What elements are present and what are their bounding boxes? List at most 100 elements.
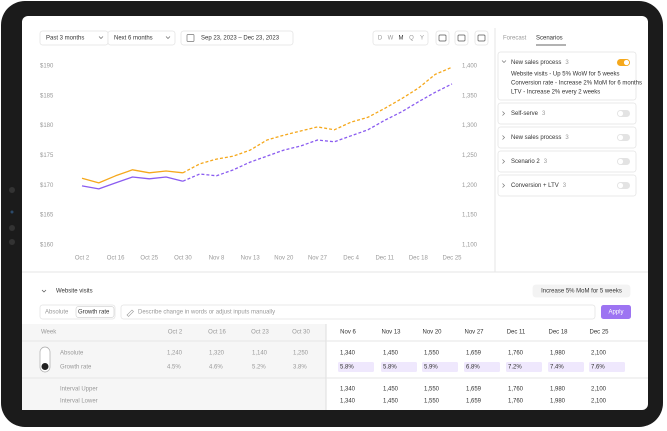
next-dropdown[interactable] — [107, 30, 176, 46]
column-header: Oct 16 — [208, 330, 226, 336]
tab: Forecast — [503, 36, 527, 42]
series-line — [81, 176, 184, 190]
scenario-name: Scenario 2 — [511, 159, 540, 165]
cell: 6.8% — [466, 365, 480, 371]
editable-cell[interactable] — [548, 362, 584, 372]
editable-cell[interactable] — [506, 362, 542, 372]
toggle-knob — [617, 110, 624, 117]
x-tick-label: Nov 8 — [209, 256, 225, 262]
x-tick-label: Dec 18 — [409, 256, 429, 262]
scenario-card[interactable] — [497, 51, 637, 101]
series-line — [182, 66, 453, 174]
cell: 1,659 — [466, 351, 482, 357]
chevron — [502, 159, 505, 164]
scenario-count: 3 — [544, 159, 548, 165]
cell: 1,340 — [340, 399, 356, 405]
granularity-group — [372, 30, 429, 46]
granularity-option: M — [399, 36, 404, 42]
x-tick-label: Dec 11 — [375, 256, 394, 262]
cell: 1,550 — [424, 387, 440, 393]
cell: 1,250 — [293, 351, 309, 357]
editable-cell[interactable] — [589, 362, 625, 372]
change-input[interactable] — [120, 304, 596, 320]
editable-cell[interactable] — [338, 362, 374, 372]
column-header: Nov 13 — [381, 330, 401, 336]
scenario-card[interactable] — [497, 150, 637, 173]
input-placeholder: Describe change in words or adjust input… — [138, 310, 275, 316]
date-range[interactable] — [180, 30, 294, 46]
scenario-detail: Conversion rate - Increase 2% MoM for 6 … — [511, 81, 642, 87]
tab: Scenarios — [536, 36, 563, 42]
chevron — [502, 111, 505, 116]
column-header: Dec 18 — [548, 330, 568, 336]
camera — [9, 187, 15, 193]
scenario-card[interactable] — [497, 102, 637, 125]
column-header: Dec 25 — [589, 330, 609, 336]
cell: 5.8% — [340, 365, 354, 371]
y-tick-label: $160 — [40, 243, 54, 249]
x-tick-label: Oct 30 — [174, 256, 192, 262]
icon-button[interactable] — [435, 30, 450, 46]
granularity-option: W — [388, 36, 394, 42]
mode-active[interactable] — [75, 306, 115, 318]
icon — [457, 34, 466, 42]
cell: 1,760 — [508, 351, 524, 357]
scenario-name: Self-serve — [511, 111, 539, 117]
toggle-knob — [617, 182, 624, 189]
x-tick-label: Oct 16 — [107, 256, 125, 262]
granularity-option: D — [378, 36, 383, 42]
scenario-card[interactable] — [497, 126, 637, 149]
chevron — [502, 183, 505, 188]
badge-label: Increase 5% MoM for 5 weeks — [541, 289, 622, 295]
cell: 7.6% — [591, 365, 605, 371]
apply-label: Apply — [608, 310, 623, 316]
icon-button[interactable] — [454, 30, 469, 46]
row-label: Growth rate — [60, 365, 92, 371]
y-tick-label: $175 — [40, 153, 54, 159]
chevron — [165, 36, 171, 39]
editable-cell[interactable] — [422, 362, 458, 372]
chevron — [41, 289, 47, 293]
row-label: Interval Lower — [60, 399, 98, 405]
x-tick-label: Nov 13 — [241, 256, 261, 262]
cell: 1,659 — [466, 387, 482, 393]
column-header: Dec 11 — [507, 330, 526, 336]
cell: 1,980 — [550, 387, 566, 393]
y2-tick-label: 1,300 — [462, 123, 478, 129]
column-header: Oct 30 — [292, 330, 310, 336]
cell: 1,450 — [383, 387, 399, 393]
scenario-name: Conversion + LTV — [511, 183, 559, 189]
cell: 3.8% — [293, 365, 307, 371]
y2-tick-label: 1,200 — [462, 183, 478, 189]
slider-knob — [41, 363, 49, 370]
cell: 1,980 — [550, 399, 566, 405]
x-tick-label: Dec 25 — [442, 256, 462, 262]
granularity-option: Y — [420, 36, 424, 42]
column-header: Nov 20 — [422, 330, 442, 336]
date-range-label: Sep 23, 2023 – Dec 23, 2023 — [201, 36, 280, 42]
cell: 1,659 — [466, 399, 482, 405]
cell: 7.4% — [550, 365, 564, 371]
x-tick-label: Oct 2 — [75, 256, 90, 262]
cell: 2,100 — [591, 387, 607, 393]
cell: 2,100 — [591, 351, 607, 357]
cell: 1,980 — [550, 351, 566, 357]
chevron — [98, 36, 104, 39]
apply-button[interactable] — [601, 305, 631, 319]
scenario-card[interactable] — [497, 174, 637, 197]
series-line — [81, 169, 183, 184]
icon-button[interactable] — [474, 30, 489, 46]
column-header: Nov 27 — [464, 330, 484, 336]
column-header: Oct 23 — [251, 330, 269, 336]
y2-tick-label: 1,400 — [462, 64, 478, 70]
metric-name: Website visits — [56, 289, 93, 295]
editable-cell[interactable] — [464, 362, 500, 372]
cell: 5.2% — [252, 365, 266, 371]
column-header: Nov 6 — [340, 330, 356, 336]
cell: 5.8% — [383, 365, 397, 371]
pencil-icon — [126, 309, 134, 317]
x-tick-label: Nov 27 — [308, 256, 328, 262]
series-line — [182, 83, 453, 182]
cell: 2,100 — [591, 399, 607, 405]
editable-cell[interactable] — [381, 362, 417, 372]
